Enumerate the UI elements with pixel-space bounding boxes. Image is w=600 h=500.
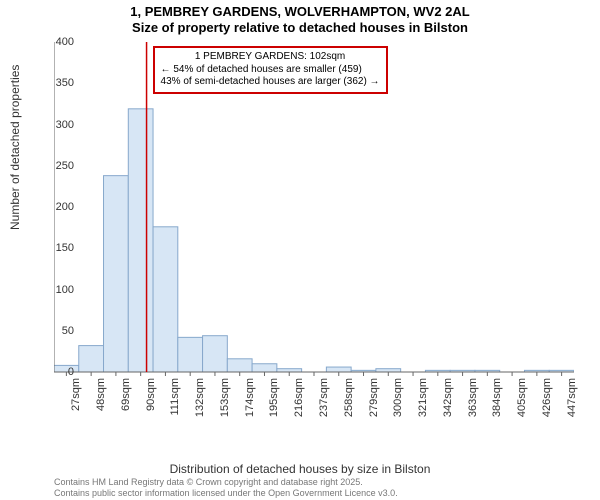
x-tick-label: 90sqm [145, 378, 157, 411]
histogram-chart: 1, PEMBREY GARDENS, WOLVERHAMPTON, WV2 2… [0, 0, 600, 500]
annotation-line-1: 1 PEMBREY GARDENS: 102sqm [161, 51, 380, 64]
histogram-bar [326, 367, 351, 372]
attribution-footer: Contains HM Land Registry data © Crown c… [54, 477, 398, 499]
y-tick-label: 150 [34, 242, 74, 254]
histogram-bar [252, 364, 277, 372]
x-tick-label: 405sqm [516, 378, 528, 417]
title-line-2: Size of property relative to detached ho… [0, 20, 600, 36]
y-tick-label: 200 [34, 201, 74, 213]
x-tick-label: 174sqm [244, 378, 256, 417]
y-tick-label: 350 [34, 77, 74, 89]
x-tick-label: 237sqm [318, 378, 330, 417]
histogram-bar [104, 176, 129, 372]
chart-title: 1, PEMBREY GARDENS, WOLVERHAMPTON, WV2 2… [0, 0, 600, 37]
y-tick-label: 300 [34, 119, 74, 131]
footer-line-1: Contains HM Land Registry data © Crown c… [54, 477, 398, 488]
x-tick-label: 321sqm [417, 378, 429, 417]
y-tick-label: 50 [34, 325, 74, 337]
title-line-1: 1, PEMBREY GARDENS, WOLVERHAMPTON, WV2 2… [0, 4, 600, 20]
annotation-line-3: 43% of semi-detached houses are larger (… [161, 76, 380, 89]
x-axis-label: Distribution of detached houses by size … [0, 462, 600, 476]
footer-line-2: Contains public sector information licen… [54, 488, 398, 499]
x-tick-label: 216sqm [293, 378, 305, 417]
y-tick-label: 250 [34, 160, 74, 172]
x-tick-label: 258sqm [343, 378, 355, 417]
x-tick-label: 342sqm [442, 378, 454, 417]
x-tick-label: 300sqm [392, 378, 404, 417]
x-tick-label: 27sqm [70, 378, 82, 411]
y-axis-label: Number of detached properties [8, 65, 22, 230]
histogram-bar [128, 109, 153, 372]
histogram-bar [153, 227, 178, 372]
histogram-bar [203, 336, 228, 372]
x-tick-label: 363sqm [467, 378, 479, 417]
x-tick-label: 153sqm [219, 378, 231, 417]
x-tick-label: 132sqm [194, 378, 206, 417]
x-tick-label: 111sqm [169, 378, 181, 416]
x-tick-label: 195sqm [268, 378, 280, 417]
histogram-bar [227, 359, 252, 372]
y-tick-label: 100 [34, 284, 74, 296]
x-tick-label: 426sqm [541, 378, 553, 417]
x-tick-label: 447sqm [566, 378, 578, 417]
x-tick-label: 279sqm [368, 378, 380, 417]
histogram-bar [178, 337, 203, 372]
x-tick-label: 48sqm [95, 378, 107, 411]
plot-area [54, 42, 574, 422]
plot-svg [54, 42, 574, 422]
y-tick-label: 0 [34, 366, 74, 378]
histogram-bar [79, 346, 104, 372]
annotation-box: 1 PEMBREY GARDENS: 102sqm← 54% of detach… [153, 46, 388, 94]
x-tick-label: 384sqm [491, 378, 503, 417]
annotation-line-2: ← 54% of detached houses are smaller (45… [161, 64, 380, 77]
y-tick-label: 400 [34, 36, 74, 48]
x-tick-label: 69sqm [120, 378, 132, 411]
